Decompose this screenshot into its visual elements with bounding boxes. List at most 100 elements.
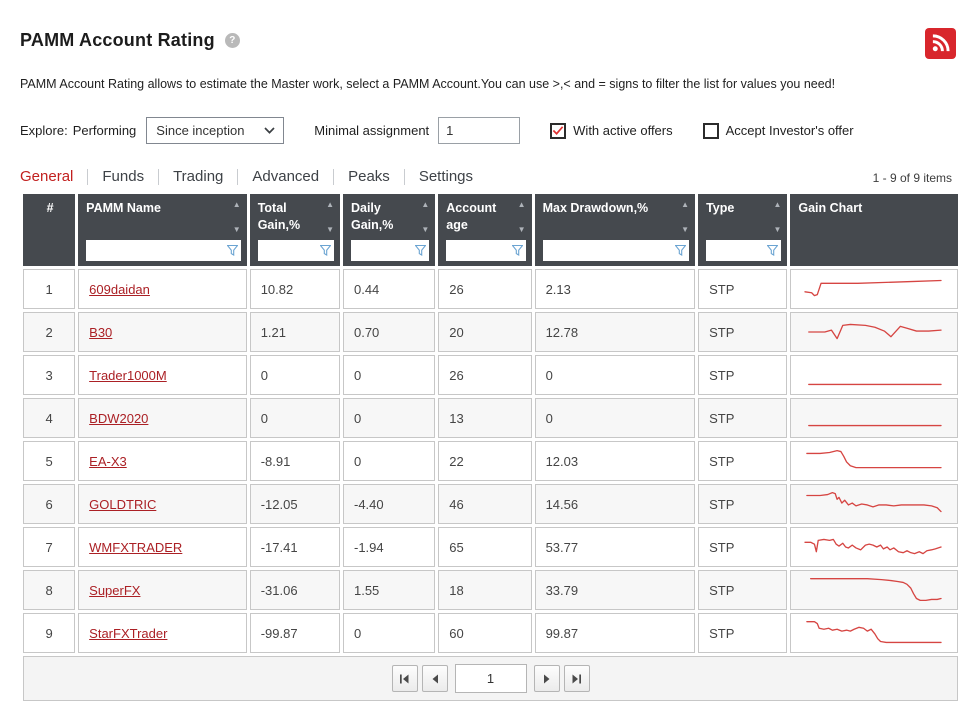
pamm-account-link[interactable]: EA-X3 [89, 453, 127, 469]
account-age-value: 60 [449, 625, 464, 641]
column-header-account-age[interactable]: Account age ▲ ▼ [438, 194, 532, 266]
minimal-assignment-label: Minimal assignment [314, 123, 430, 138]
with-active-offers-checkbox[interactable]: With active offers [550, 122, 673, 139]
column-label: # [46, 201, 54, 215]
tab-settings[interactable]: Settings [418, 168, 474, 185]
cell-type: STP [698, 484, 788, 524]
period-select[interactable]: Since inception [146, 117, 285, 144]
cell-total-gain: -31.06 [249, 570, 340, 610]
first-page-button[interactable] [391, 665, 418, 692]
sort-asc-icon[interactable]: ▲ [232, 200, 241, 209]
cell-daily-gain: -1.94 [342, 527, 436, 567]
sort-desc-icon[interactable]: ▼ [232, 225, 241, 234]
tab-peaks[interactable]: Peaks [348, 168, 390, 185]
sort-desc-icon[interactable]: ▼ [326, 225, 334, 234]
page-description: PAMM Account Rating allows to estimate t… [20, 77, 836, 91]
pamm-account-link[interactable]: Trader1000M [89, 367, 167, 383]
cell-chart [790, 613, 958, 653]
filter-funnel-icon[interactable] [319, 245, 331, 256]
cell-name: B30 [78, 312, 247, 352]
sort-asc-icon[interactable]: ▲ [773, 200, 782, 209]
pamm-account-link[interactable]: BDW2020 [89, 410, 149, 426]
filter-input[interactable] [86, 240, 227, 261]
pamm-account-link[interactable]: B30 [89, 324, 113, 340]
pamm-account-link[interactable]: StarFXTrader [89, 625, 168, 641]
cell-daily-gain: 0.70 [342, 312, 436, 352]
filter-input[interactable] [706, 240, 768, 261]
daily-gain-value: -4.40 [353, 496, 384, 512]
total-gain-value: -31.06 [260, 582, 298, 598]
tabs-row: General Funds Trading Advanced Peaks Settings… [20, 168, 954, 185]
sort-asc-icon[interactable]: ▲ [681, 200, 690, 209]
table-row: 6 GOLDTRIC -12.05 -4.40 46 14.56 STP [23, 484, 958, 524]
cell-total-gain: -8.91 [249, 441, 340, 481]
account-type-value: STP [709, 281, 735, 297]
row-index: 4 [45, 410, 53, 426]
tab-separator [158, 168, 160, 185]
tab-general[interactable]: General [20, 168, 74, 185]
page-number-input[interactable] [454, 664, 527, 693]
row-index: 1 [45, 281, 53, 297]
tab-advanced[interactable]: Advanced [252, 168, 320, 185]
checkbox-box[interactable] [702, 122, 719, 139]
tab-separator [403, 168, 405, 185]
cell-type: STP [698, 570, 788, 610]
pamm-account-link[interactable]: 609daidan [89, 281, 150, 297]
pamm-account-link[interactable]: GOLDTRIC [89, 496, 157, 512]
help-icon[interactable]: ? [224, 33, 240, 48]
column-header-total-gain[interactable]: Total Gain,% ▲ ▼ [249, 194, 340, 266]
tab-separator [237, 168, 239, 185]
column-filter [257, 240, 334, 261]
column-header-pamm-name[interactable]: PAMM Name ▲ ▼ [78, 194, 247, 266]
gain-sparkline-chart [808, 383, 943, 386]
filter-input[interactable] [257, 240, 320, 261]
accept-investors-offer-checkbox[interactable]: Accept Investor's offer [702, 122, 854, 139]
filter-funnel-icon[interactable] [511, 245, 523, 256]
sort-asc-icon[interactable]: ▲ [326, 200, 334, 209]
rss-icon[interactable] [925, 28, 956, 59]
tab-trading[interactable]: Trading [173, 168, 224, 185]
cell-total-gain: -99.87 [249, 613, 340, 653]
max-drawdown-value: 33.79 [545, 582, 579, 598]
cell-total-gain: 0 [249, 398, 340, 438]
filter-input[interactable] [446, 240, 512, 261]
cell-account-age: 26 [438, 355, 532, 395]
filter-funnel-icon[interactable] [675, 245, 687, 256]
sort-asc-icon[interactable]: ▲ [517, 200, 526, 209]
pamm-account-link[interactable]: SuperFX [89, 582, 141, 598]
column-header-daily-gain[interactable]: Daily Gain,% ▲ ▼ [342, 194, 436, 266]
grid-header: # PAMM Name ▲ ▼ Total Gain,% ▲ ▼ Daily Gain,% ▲ ▼… [23, 194, 958, 266]
sort-asc-icon[interactable]: ▲ [421, 200, 430, 209]
filter-input[interactable] [542, 240, 676, 261]
filter-input[interactable] [350, 240, 416, 261]
sort-desc-icon[interactable]: ▼ [517, 225, 526, 234]
cell-daily-gain: 0.44 [342, 269, 436, 309]
filter-funnel-icon[interactable] [226, 245, 238, 256]
sort-desc-icon[interactable]: ▼ [681, 225, 690, 234]
pamm-account-link[interactable]: WMFXTRADER [89, 539, 183, 555]
tab-funds[interactable]: Funds [102, 168, 145, 185]
cell-max-drawdown: 0 [534, 355, 696, 395]
max-drawdown-value: 0 [545, 367, 553, 383]
cell-index: 7 [23, 527, 76, 567]
cell-type: STP [698, 527, 788, 567]
sort-desc-icon[interactable]: ▼ [773, 225, 782, 234]
cell-name: EA-X3 [78, 441, 247, 481]
column-header-type[interactable]: Type ▲ ▼ [698, 194, 788, 266]
filter-funnel-icon[interactable] [415, 245, 427, 256]
page-header: PAMM Account Rating ? [20, 30, 954, 51]
tab-separator [87, 168, 89, 185]
prev-page-button[interactable] [421, 665, 448, 692]
checkbox-box[interactable] [550, 122, 567, 139]
last-page-button[interactable] [563, 665, 590, 692]
daily-gain-value: 0.70 [353, 324, 380, 340]
minimal-assignment-input[interactable] [438, 117, 521, 144]
cell-daily-gain: 0 [342, 398, 436, 438]
column-header-gain-chart: Gain Chart [790, 194, 958, 266]
sort-desc-icon[interactable]: ▼ [421, 225, 430, 234]
table-row: 3 Trader1000M 0 0 26 0 STP [23, 355, 958, 395]
cell-account-age: 20 [438, 312, 532, 352]
filter-funnel-icon[interactable] [767, 245, 779, 256]
column-header-max-drawdown[interactable]: Max Drawdown,% ▲ ▼ [534, 194, 696, 266]
next-page-button[interactable] [533, 665, 560, 692]
